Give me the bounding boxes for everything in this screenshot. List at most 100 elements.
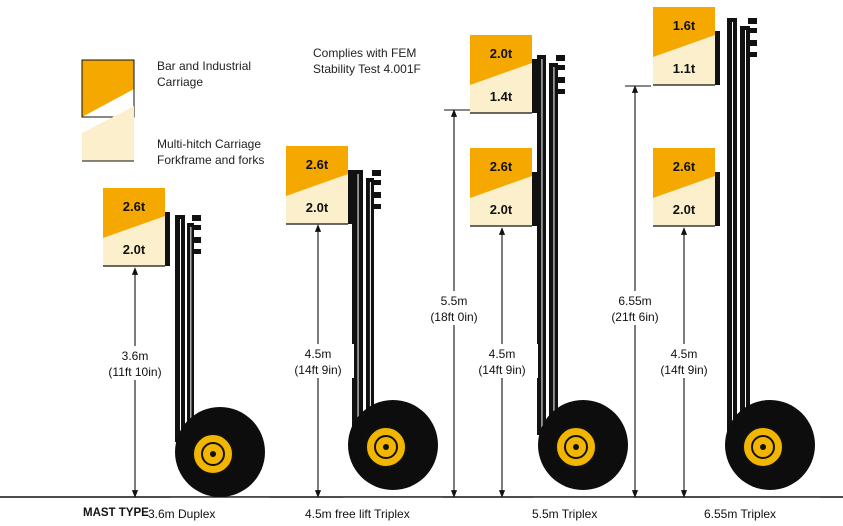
mast-roller <box>192 249 201 254</box>
mast-roller <box>372 170 381 176</box>
height-dimension: 6.55m (21ft 6in) <box>599 85 671 498</box>
label-backdrop <box>418 291 490 325</box>
wheel-hub-ring <box>564 435 588 459</box>
ground-mask <box>343 497 443 526</box>
mast-uprights <box>727 18 757 435</box>
badge-capacity-top: 2.6t <box>490 159 513 174</box>
carriage-bracket <box>715 31 720 85</box>
carriage-bracket <box>165 212 170 266</box>
label-backdrop <box>99 346 171 380</box>
mast-roller <box>556 77 565 83</box>
badge-upper-fill <box>653 148 715 198</box>
height-metric: 3.6m <box>122 349 149 363</box>
height-dimension: 3.6m (11ft 10in) <box>99 267 171 498</box>
legend-bar-carriage: Bar and Industrial Carriage <box>157 58 251 90</box>
badge-capacity-top: 2.6t <box>123 199 146 214</box>
mast-uprights <box>352 170 381 435</box>
mast-2: 2.6t 2.0t 4.5m (14ft 9in) <box>282 146 443 526</box>
mast-roller <box>372 192 381 198</box>
height-metric: 4.5m <box>489 347 516 361</box>
mast-roller <box>372 204 381 209</box>
carriage-bracket <box>532 172 537 226</box>
height-metric: 5.5m <box>441 294 468 308</box>
legend-swatch-multi-hitch <box>82 106 134 162</box>
ground-mask <box>170 497 270 526</box>
height-metric: 4.5m <box>305 347 332 361</box>
mast-3: 2.0t 1.4t 2.6t 2.0t 5.5m (18ft 0in) 4.5m (14ft … <box>418 35 633 526</box>
carriage-bracket <box>715 172 720 226</box>
masts-layer: 2.6t 2.0t 3.6m (11ft 10in) 2.6t 2.0t 4.5m (14ft… <box>99 7 820 526</box>
mast-uprights <box>175 215 201 442</box>
badge-capacity-top: 2.6t <box>673 159 696 174</box>
mast-roller <box>192 225 201 230</box>
height-metric: 6.55m <box>618 294 651 308</box>
wheel <box>170 407 270 526</box>
label-backdrop <box>466 344 538 378</box>
height-dimension: 4.5m (14ft 9in) <box>282 224 354 498</box>
capacity-badge: 1.6t 1.1t <box>653 7 720 86</box>
label-backdrop <box>648 344 720 378</box>
capacity-badge: 2.6t 2.0t <box>470 148 537 227</box>
legend-bar-line1: Bar and Industrial <box>157 59 252 73</box>
fem-note-line2: Stability Test 4.001F <box>313 62 421 76</box>
legend-multi-line2: Forkframe and forks <box>157 153 265 167</box>
mast-roller <box>556 55 565 61</box>
mast-roller <box>556 65 565 70</box>
mast-roller <box>748 52 757 57</box>
badge-upper-fill <box>470 35 532 85</box>
ground-mask <box>720 497 820 526</box>
capacity-badge: 2.6t 2.0t <box>103 188 170 267</box>
height-imperial: (14ft 9in) <box>478 363 525 377</box>
badge-capacity-bottom: 2.0t <box>490 202 513 217</box>
wheel-hub-ring <box>201 442 225 466</box>
mast-type-3-6m: 3.6m Duplex <box>148 507 216 521</box>
badge-capacity-bottom: 2.0t <box>123 242 146 257</box>
badge-capacity-top: 1.6t <box>673 18 696 33</box>
height-imperial: (14ft 9in) <box>660 363 707 377</box>
badge-capacity-bottom: 2.0t <box>306 200 329 215</box>
wheel <box>343 400 443 526</box>
wheel-hub-ring <box>751 435 775 459</box>
legend-multi-line1: Multi-hitch Carriage <box>157 137 262 151</box>
wheel-hub-center <box>383 444 389 450</box>
wheel-hub-center <box>573 444 579 450</box>
height-imperial: (21ft 6in) <box>611 310 658 324</box>
badge-upper-fill <box>470 148 532 198</box>
wheel <box>533 400 633 526</box>
badge-capacity-bottom: 1.1t <box>673 61 696 76</box>
badge-capacity-bottom: 2.0t <box>673 202 696 217</box>
mast-1: 2.6t 2.0t 3.6m (11ft 10in) <box>99 188 270 526</box>
height-imperial: (11ft 10in) <box>108 365 161 379</box>
mast-type-4-5m: 4.5m free lift Triplex <box>305 507 410 521</box>
capacity-badge: 2.6t 2.0t <box>653 148 720 227</box>
height-imperial: (14ft 9in) <box>294 363 341 377</box>
mast-type-label: MAST TYPE <box>83 507 149 519</box>
wheel-hub-center <box>760 444 766 450</box>
height-imperial: (18ft 0in) <box>430 310 477 324</box>
height-dimension: 4.5m (14ft 9in) <box>648 227 720 498</box>
mast-type-5-5m: 5.5m Triplex <box>532 507 598 521</box>
badge-upper-fill <box>103 188 165 238</box>
label-backdrop <box>599 291 671 325</box>
badge-capacity-top: 2.6t <box>306 157 329 172</box>
mast-roller <box>372 180 381 185</box>
mast-channel <box>352 170 363 435</box>
wheel <box>720 400 820 526</box>
carriage-bracket <box>532 59 537 113</box>
mast-type-6-55m: 6.55m Triplex <box>704 507 777 521</box>
mast-roller <box>192 215 201 221</box>
mast-roller <box>748 18 757 24</box>
height-dimension: 4.5m (14ft 9in) <box>466 227 538 498</box>
fem-note: Complies with FEM Stability Test 4.001F <box>313 45 421 77</box>
label-backdrop <box>282 344 354 378</box>
fem-note-line1: Complies with FEM <box>313 46 417 60</box>
legend-bar-line2: Carriage <box>157 75 204 89</box>
wheel-hub-center <box>210 451 216 457</box>
badge-upper-fill <box>286 146 348 196</box>
mast-roller <box>192 237 201 243</box>
mast-roller <box>556 89 565 94</box>
mast-uprights <box>537 55 565 435</box>
legend-multi-hitch: Multi-hitch Carriage Forkframe and forks <box>157 136 264 168</box>
carriage-bracket <box>348 170 353 224</box>
